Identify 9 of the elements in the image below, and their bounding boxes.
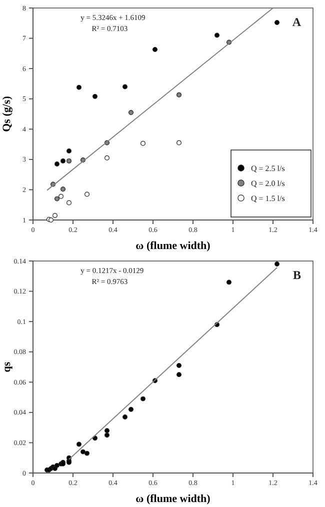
x-axis-title: ω (flume width) bbox=[136, 493, 211, 505]
legend-label: Q = 2.5 l/s bbox=[251, 164, 285, 173]
y-axis-title: Qs (g/s) bbox=[1, 96, 13, 132]
legend-label: Q = 1.5 l/s bbox=[251, 194, 285, 203]
annotation: A bbox=[292, 15, 302, 29]
x-axis-title: ω (flume width) bbox=[136, 240, 211, 252]
annotation: B bbox=[292, 268, 301, 282]
legend-label: Q = 2.0 l/s bbox=[251, 179, 285, 188]
y-axis-title: qs bbox=[1, 361, 13, 372]
